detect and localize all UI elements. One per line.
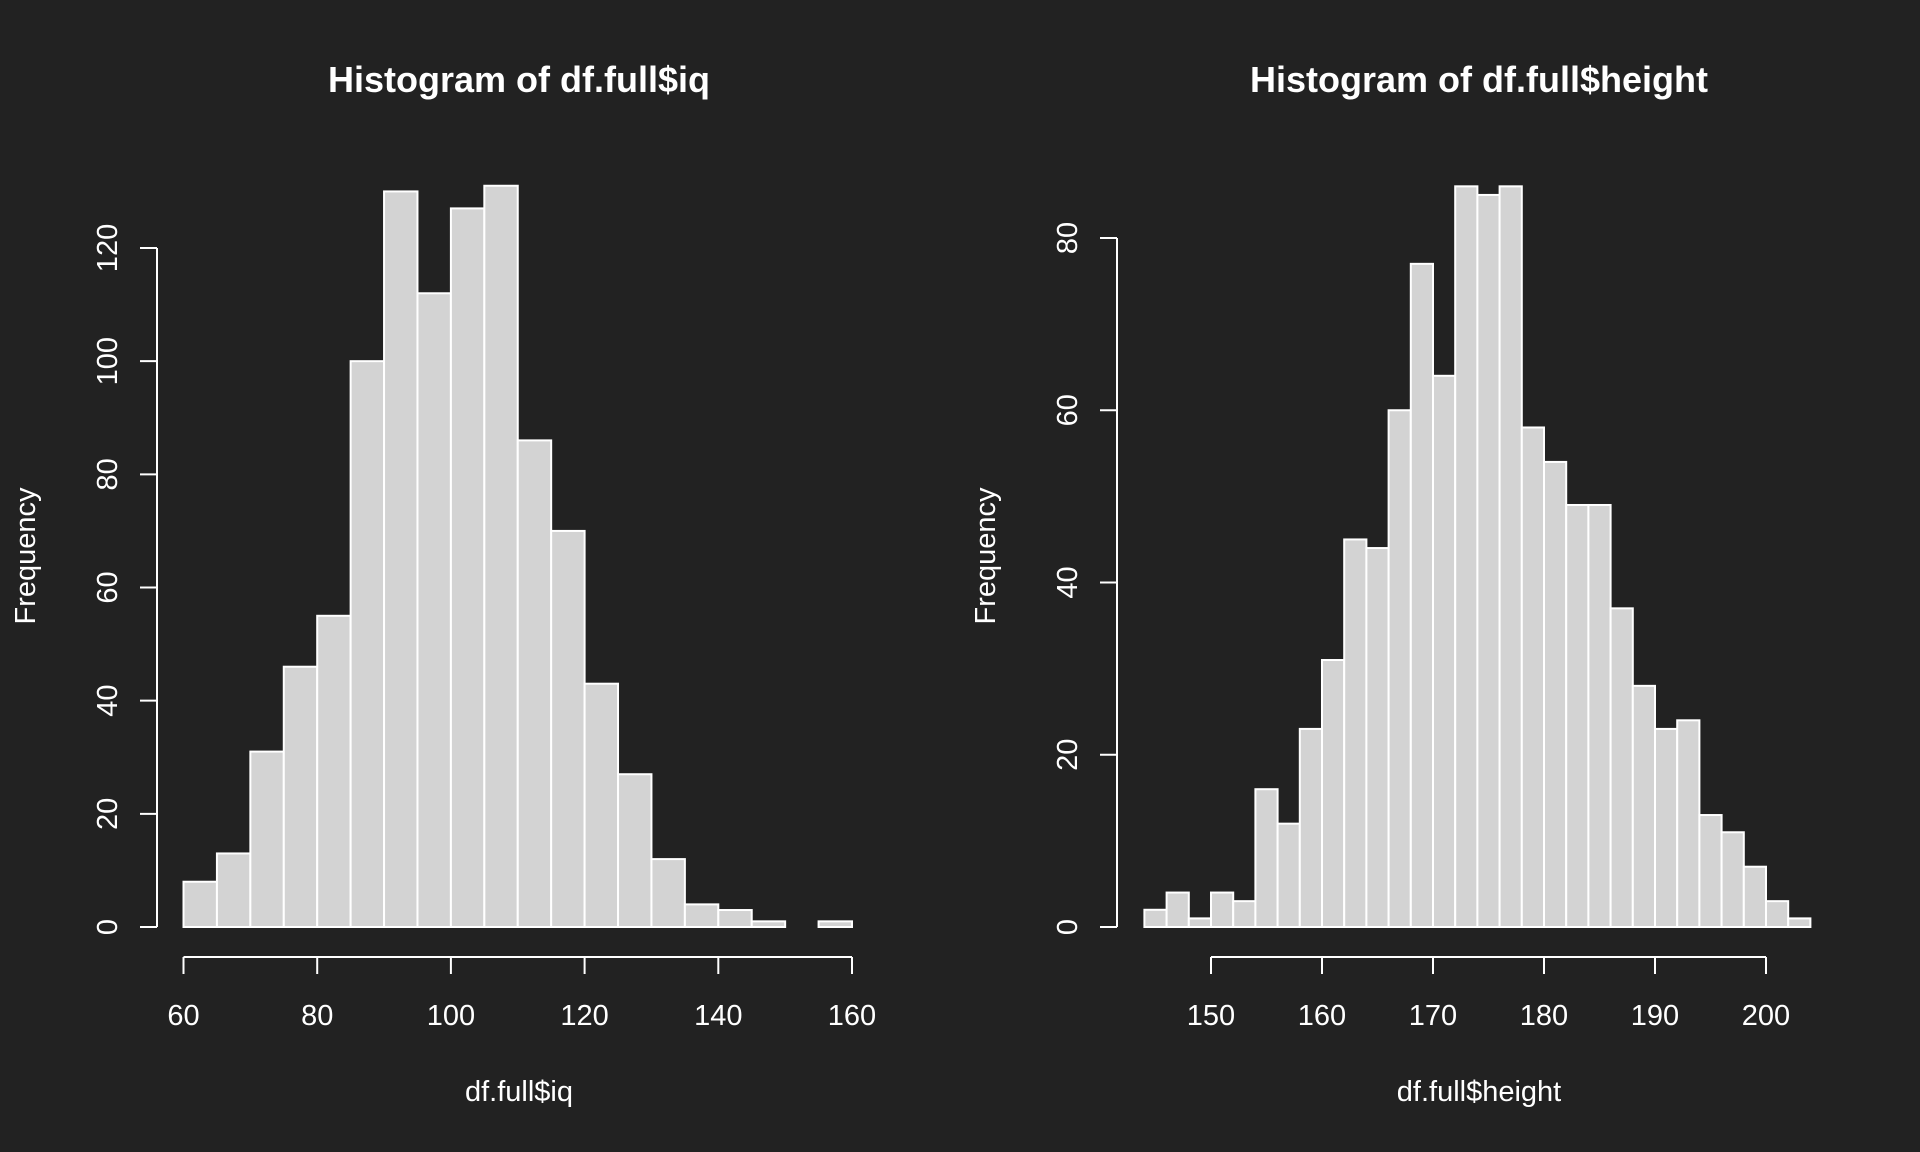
height-x-tick-label-5: 200 [1742, 1000, 1790, 1032]
height-y-tick-label-1: 20 [1052, 739, 1084, 771]
height-y-tick-label-0: 0 [1052, 919, 1084, 935]
iq-bar-7 [416, 292, 452, 928]
iq-bar-2 [249, 750, 285, 929]
iq-bar-3 [282, 665, 319, 928]
height-x-axis-label: df.full$height [1397, 1076, 1561, 1108]
iq-bar-1 [215, 852, 252, 928]
iq-bar-16 [717, 909, 753, 929]
height-bar-10 [1365, 547, 1390, 928]
height-bar-16 [1498, 185, 1523, 928]
iq-chart-title: Histogram of df.full$iq [328, 59, 710, 100]
iq-bars [182, 184, 854, 929]
iq-bar-10 [516, 439, 553, 928]
height-bar-7 [1298, 727, 1324, 928]
iq-bar-12 [583, 682, 620, 928]
height-bar-28 [1765, 900, 1790, 928]
iq-x-tick-label-0: 60 [167, 1000, 199, 1032]
height-bar-15 [1476, 193, 1501, 928]
height-bar-6 [1276, 822, 1301, 929]
height-bar-4 [1232, 900, 1257, 928]
height-x-tick-label-3: 180 [1520, 1000, 1568, 1032]
iq-bar-4 [316, 614, 352, 929]
height-histogram-panel: Histogram of df.full$height df.full$heig… [970, 59, 1812, 1108]
height-bar-8 [1321, 659, 1346, 928]
height-x-tick-label-4: 190 [1631, 1000, 1679, 1032]
height-y-tick-label-4: 80 [1052, 222, 1084, 254]
iq-y-tick-label-2: 40 [92, 685, 124, 717]
iq-x-tick-label-4: 140 [694, 1000, 742, 1032]
iq-bar-13 [617, 773, 653, 928]
iq-y-tick-label-6: 120 [92, 224, 124, 272]
height-x-tick-label-1: 160 [1298, 1000, 1346, 1032]
iq-bar-11 [550, 529, 586, 929]
iq-bar-6 [383, 190, 419, 928]
height-bar-14 [1454, 185, 1479, 928]
height-x-tick-label-0: 150 [1187, 1000, 1235, 1032]
height-y-tick-label-3: 60 [1052, 394, 1084, 426]
height-bar-18 [1543, 460, 1568, 928]
height-x-axis: 150 160 170 180 190 200 [1187, 956, 1790, 1032]
height-bar-17 [1520, 426, 1546, 928]
height-bar-21 [1609, 607, 1634, 929]
height-x-tick-label-2: 170 [1409, 1000, 1457, 1032]
height-y-axis: 0 20 40 60 80 [1052, 222, 1118, 935]
height-bar-9 [1343, 538, 1368, 928]
height-bar-2 [1187, 917, 1213, 929]
iq-x-tick-label-2: 100 [427, 1000, 475, 1032]
height-bar-26 [1720, 831, 1745, 929]
height-chart-title: Histogram of df.full$height [1250, 59, 1708, 100]
iq-bar-5 [349, 360, 386, 928]
iq-bar-17 [750, 920, 787, 929]
iq-bar-14 [650, 858, 686, 928]
height-bar-13 [1432, 374, 1457, 928]
iq-bar-9 [483, 184, 519, 928]
height-bar-11 [1387, 409, 1412, 928]
height-y-tick-label-2: 40 [1052, 566, 1084, 598]
height-bar-22 [1631, 684, 1657, 928]
height-bar-25 [1698, 814, 1723, 928]
height-bar-3 [1210, 891, 1235, 928]
iq-x-axis: 60 80 100 120 140 160 [167, 956, 876, 1032]
iq-x-tick-label-1: 80 [301, 1000, 333, 1032]
height-bar-23 [1654, 727, 1679, 928]
iq-histogram-panel: Histogram of df.full$iq df.full$iq Frequ… [10, 59, 876, 1108]
height-bar-19 [1565, 503, 1590, 928]
iq-x-axis-label: df.full$iq [465, 1076, 573, 1108]
iq-bar-0 [182, 880, 218, 929]
iq-bar-8 [449, 207, 486, 928]
iq-x-tick-label-5: 160 [828, 1000, 876, 1032]
height-bar-1 [1165, 891, 1190, 928]
iq-y-axis-label: Frequency [10, 487, 42, 625]
height-bar-27 [1742, 865, 1768, 929]
height-bar-5 [1254, 788, 1279, 929]
height-bar-12 [1409, 262, 1435, 928]
iq-bar-19 [817, 920, 854, 929]
height-bar-0 [1143, 908, 1168, 929]
iq-y-tick-label-4: 80 [92, 458, 124, 490]
iq-y-tick-label-5: 100 [92, 337, 124, 385]
iq-x-tick-label-3: 120 [560, 1000, 608, 1032]
iq-y-axis: 0 20 40 60 80 100 120 [92, 224, 158, 935]
height-bar-24 [1676, 719, 1701, 928]
iq-y-tick-label-1: 20 [92, 798, 124, 830]
iq-y-tick-label-0: 0 [92, 919, 124, 935]
height-bars [1143, 185, 1812, 929]
height-y-axis-label: Frequency [970, 487, 1002, 625]
height-bar-20 [1587, 503, 1612, 928]
iq-bar-15 [683, 903, 720, 928]
height-bar-29 [1787, 917, 1812, 929]
iq-y-tick-label-3: 60 [92, 571, 124, 603]
